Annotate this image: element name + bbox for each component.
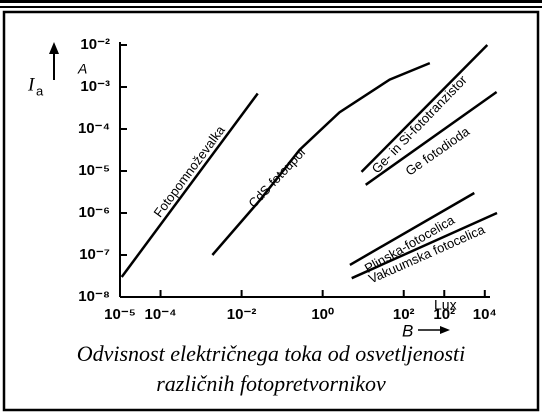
y-label-sub: a xyxy=(36,83,44,98)
series-line xyxy=(349,191,475,266)
series-label: CdS-fotoupor xyxy=(245,143,309,210)
x-tick-label: 10⁴ xyxy=(473,306,497,323)
y-tick-label: 10⁻⁷ xyxy=(79,246,110,263)
x-tick-label: 10² xyxy=(393,306,415,323)
x-tick-label: 10⁻⁴ xyxy=(145,306,177,323)
x-tick-label: 10⁰ xyxy=(311,306,334,323)
y-unit: A xyxy=(77,61,87,77)
y-tick-label: 10⁻⁶ xyxy=(78,204,110,221)
x-tick-label: 10⁻⁵ xyxy=(104,306,136,323)
series-line xyxy=(360,44,489,173)
top-rule xyxy=(0,0,542,3)
y-tick-label: 10⁻⁴ xyxy=(78,120,110,137)
series-line xyxy=(211,61,431,256)
frame xyxy=(2,10,540,412)
caption: različnih fotopretvornikov xyxy=(156,371,386,396)
top-rule xyxy=(0,6,542,8)
y-tick-label: 10⁻⁸ xyxy=(78,288,110,305)
caption: Odvisnost električnega toka od osvetljen… xyxy=(77,341,466,366)
y-tick-label: 10⁻² xyxy=(80,36,110,53)
series-line xyxy=(364,90,498,186)
x-tick-label: 10⁻² xyxy=(227,306,257,323)
series-line xyxy=(120,92,259,278)
y-arrow-head xyxy=(49,42,59,54)
x-label: B xyxy=(402,321,413,340)
series-line xyxy=(351,211,498,280)
x-arrow-head xyxy=(440,326,450,334)
x-unit: Lux xyxy=(434,297,457,313)
y-tick-label: 10⁻⁵ xyxy=(78,162,110,179)
y-tick-label: 10⁻³ xyxy=(80,78,110,95)
y-label: I xyxy=(27,74,36,95)
series-label: Fotopomnoževalka xyxy=(150,122,228,220)
x-tick-label: 10² xyxy=(433,306,455,323)
